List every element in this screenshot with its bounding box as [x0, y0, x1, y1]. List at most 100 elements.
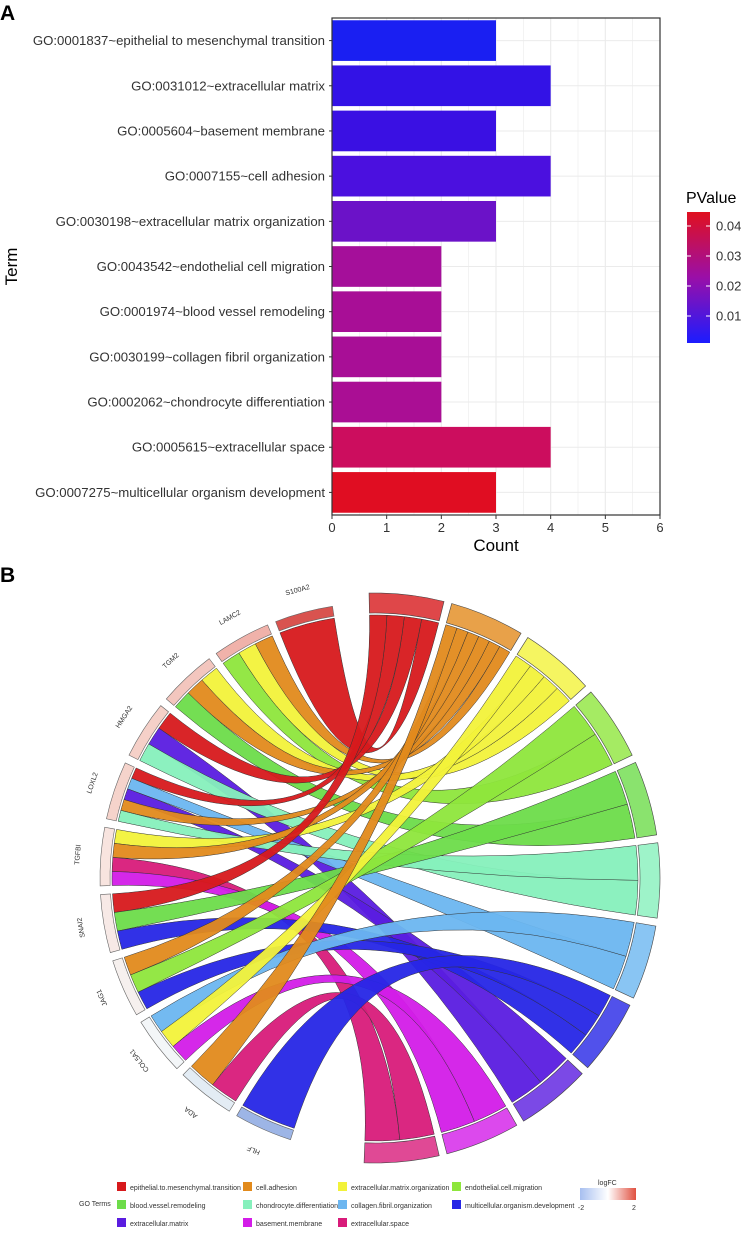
go-term-arc [363, 1135, 440, 1164]
legend-swatch [338, 1200, 347, 1209]
chord-ribbon [130, 705, 596, 993]
gene-arc [100, 893, 121, 953]
x-tick-label: 1 [383, 520, 390, 535]
y-tick-label: GO:0030199~collagen fibril organization [89, 349, 325, 364]
y-tick-label: GO:0005615~extracellular space [132, 440, 325, 455]
y-tick-label: GO:0005604~basement membrane [117, 123, 325, 138]
legend-swatch [117, 1182, 126, 1191]
x-tick-label: 0 [328, 520, 335, 535]
legend-swatch [338, 1218, 347, 1227]
gene-arc [112, 957, 146, 1016]
gene-label: TGFBI [74, 844, 83, 865]
y-tick-label: GO:0007155~cell adhesion [165, 169, 325, 184]
gene-arc [215, 624, 272, 663]
y-tick-label: GO:0043542~endothelial cell migration [97, 259, 325, 274]
x-axis-title: Count [473, 536, 519, 555]
x-tick-label: 4 [547, 520, 554, 535]
legend-label: collagen.fibril.organization [351, 1203, 432, 1210]
y-tick-label: GO:0031012~extracellular matrix [131, 78, 325, 93]
bar-1 [332, 20, 496, 61]
go-term-arc [575, 691, 633, 765]
chord-ribbon [161, 655, 531, 1047]
chord-diagram-panel: S100A2 LAMC2 TGM2 HMGA2 LOXL2 TGFBI SNAI2 JAG1 C… [74, 584, 661, 1164]
legend-label: blood.vessel.remodeling [130, 1203, 206, 1210]
bar-7 [332, 291, 442, 333]
legend-swatch [452, 1182, 461, 1191]
gene-arc [99, 826, 115, 887]
chord-ribbon [158, 616, 422, 784]
go-term-arc [441, 1107, 518, 1155]
legend-label: extracellular.matrix [130, 1221, 189, 1228]
bar-5 [332, 200, 496, 242]
pvalue-color-legend: 0.04 0.03 0.02 0.01 [687, 212, 741, 343]
chord-ribbon [191, 624, 458, 1086]
pvalue-tick-label: 0.03 [716, 249, 741, 264]
legend-swatch [243, 1182, 252, 1191]
logfc-max: 2 [632, 1205, 636, 1212]
bar-4 [332, 155, 551, 197]
panel-b-letter: B [0, 564, 15, 587]
legend-swatch [117, 1200, 126, 1209]
bar-10 [332, 426, 551, 468]
y-tick-label: GO:0001974~blood vessel remodeling [100, 304, 325, 319]
pvalue-tick-label: 0.01 [716, 309, 741, 324]
pvalue-gradient-bar [687, 212, 710, 343]
legend-swatch [243, 1200, 252, 1209]
bar-6 [332, 246, 442, 287]
bar-3 [332, 110, 496, 152]
gene-label: ADA [183, 1105, 199, 1120]
y-tick-label: GO:0001837~epithelial to mesenchymal tra… [33, 33, 325, 48]
chord-ribbon [113, 771, 628, 932]
logfc-gradient [580, 1188, 636, 1200]
gene-arc [128, 705, 169, 761]
y-axis-title: Term [2, 248, 21, 286]
x-tick-label: 2 [438, 520, 445, 535]
gene-label: SNAI2 [77, 917, 87, 938]
legend-label: basement.membrane [256, 1221, 322, 1228]
x-tick-label: 3 [492, 520, 499, 535]
chord-ribbon [120, 635, 490, 826]
chord-ribbon [212, 992, 435, 1141]
legend-label: cell.adhesion [256, 1185, 297, 1192]
logfc-title: logFC [598, 1180, 617, 1187]
gene-label: S100A2 [285, 584, 311, 597]
go-terms-legend: GO Terms epithelial.to.mesenchymal.transi… [79, 1180, 636, 1228]
gene-label: HLF [246, 1144, 261, 1156]
legend-label: extracellular.matrix.organization [351, 1185, 450, 1192]
bar-chart-panel: GO:0001837~epithelial to mesenchymal tra… [33, 17, 664, 535]
go-term-arc [614, 922, 657, 999]
legend-swatch [338, 1182, 347, 1191]
chord-ribbon [242, 955, 611, 1129]
legend-swatch [243, 1218, 252, 1227]
pvalue-legend-title: PValue [686, 190, 737, 207]
gene-arc [165, 658, 216, 706]
pvalue-tick-label: 0.04 [716, 219, 741, 234]
gene-label: LOXL2 [86, 772, 100, 795]
y-tick-label: GO:0030198~extracellular matrix organiza… [56, 214, 325, 229]
gene-arc [275, 605, 335, 632]
go-term-arc [512, 1059, 583, 1122]
legend-label: multicellular.organism.development [465, 1203, 574, 1210]
gene-label: LAMC2 [218, 609, 242, 627]
x-tick-label: 5 [602, 520, 609, 535]
legend-label: endothelial.cell.migration [465, 1185, 542, 1192]
legend-label: extracellular.space [351, 1221, 409, 1228]
legend-label: chondrocyte.differentiation [256, 1203, 338, 1210]
gene-arc [140, 1016, 185, 1070]
go-term-arc [516, 637, 587, 700]
pvalue-tick-label: 0.02 [716, 279, 741, 294]
go-terms-legend-title: GO Terms [79, 1201, 111, 1208]
go-term-arc [445, 603, 522, 651]
gene-arc [182, 1067, 236, 1112]
x-tick-label: 6 [656, 520, 663, 535]
gene-label: HMGA2 [115, 705, 134, 730]
gene-arc [106, 762, 135, 822]
bar-9 [332, 381, 442, 423]
chord-ribbon [123, 627, 469, 976]
y-tick-label: GO:0002062~chondrocyte differentiation [87, 395, 325, 410]
y-tick-label: GO:0007275~multicellular organism develo… [35, 485, 325, 500]
logfc-min: -2 [578, 1205, 584, 1212]
chord-ribbon [112, 614, 388, 913]
gene-label: COL5A1 [129, 1047, 151, 1073]
